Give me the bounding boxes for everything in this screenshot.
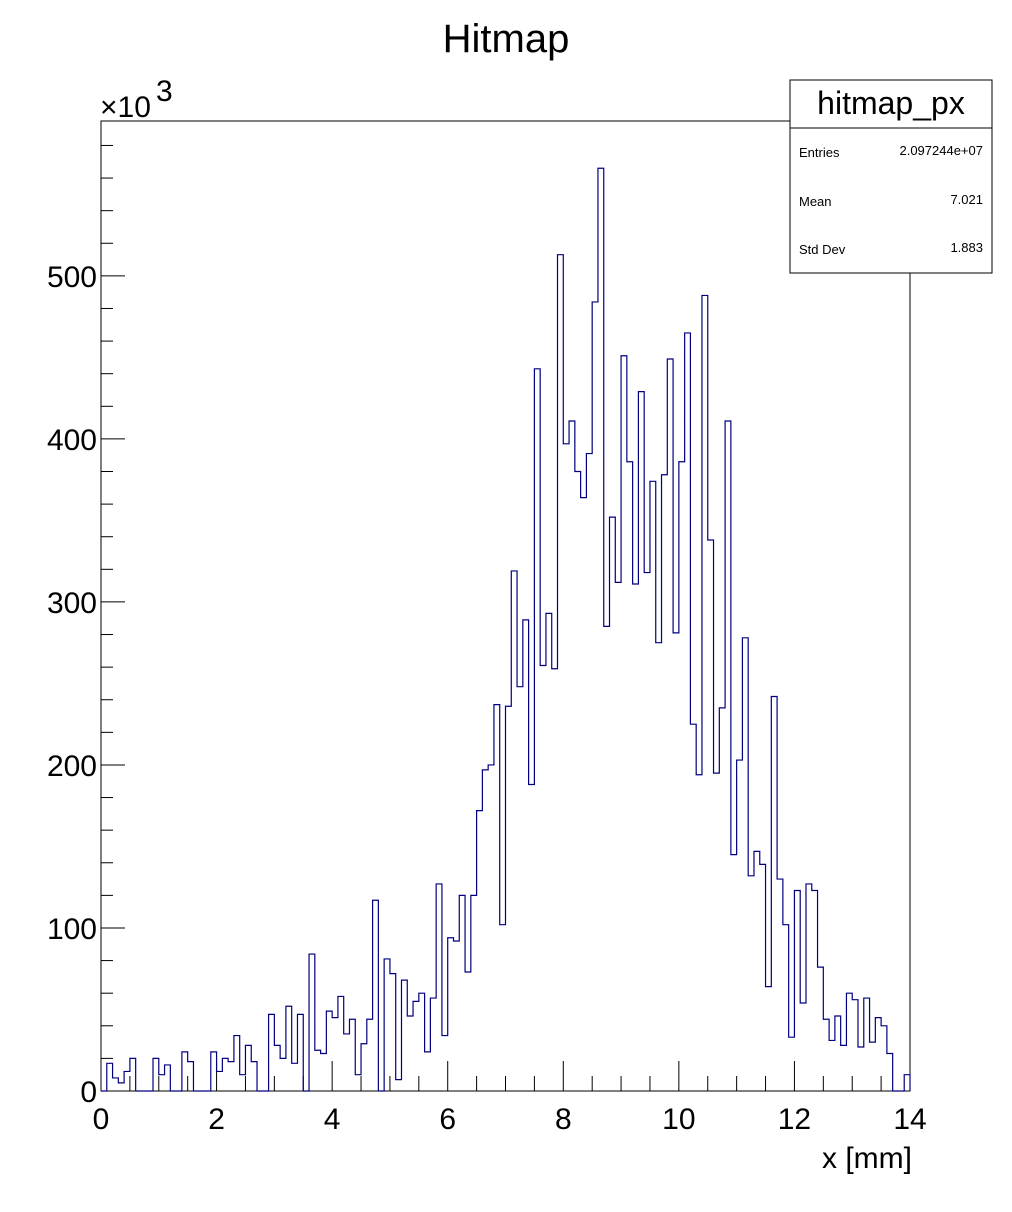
- x-tick-label: 0: [93, 1103, 110, 1136]
- x-axis: 0 2 4 6 8 10 12 14: [93, 1061, 927, 1136]
- y-tick-label: 300: [47, 587, 97, 620]
- y-tick-label: 100: [47, 913, 97, 946]
- stats-entries-value: 2.097244e+07: [899, 143, 983, 158]
- stats-box: hitmap_px Entries 2.097244e+07 Mean 7.02…: [789, 79, 993, 274]
- histogram-series: [101, 167, 911, 1092]
- y-multiplier: ×10 3: [100, 75, 173, 124]
- stats-mean-value: 7.021: [950, 192, 983, 207]
- y-axis: 0 100 200 300 400 500: [47, 144, 125, 1109]
- y-multiplier-base: ×10: [100, 91, 151, 124]
- x-tick-label: 2: [208, 1103, 225, 1136]
- x-tick-label: 14: [893, 1103, 926, 1136]
- y-tick-label: 500: [47, 261, 97, 294]
- y-tick-label: 200: [47, 750, 97, 783]
- y-tick-label: 0: [80, 1076, 97, 1109]
- x-tick-label: 12: [778, 1103, 811, 1136]
- x-tick-label: 6: [439, 1103, 456, 1136]
- stats-stddev-label: Std Dev: [799, 242, 846, 257]
- stats-stddev-value: 1.883: [950, 240, 983, 255]
- stats-entries-label: Entries: [799, 145, 840, 160]
- x-tick-label: 10: [662, 1103, 695, 1136]
- y-multiplier-exponent: 3: [156, 75, 173, 108]
- stats-mean-label: Mean: [799, 194, 832, 209]
- x-tick-label: 8: [555, 1103, 572, 1136]
- y-tick-label: 400: [47, 424, 97, 457]
- stats-box-title: hitmap_px: [817, 85, 965, 121]
- chart-title: Hitmap: [443, 17, 570, 61]
- stats-box-frame: [789, 79, 993, 274]
- x-tick-label: 4: [324, 1103, 341, 1136]
- x-axis-label: x [mm]: [822, 1142, 912, 1175]
